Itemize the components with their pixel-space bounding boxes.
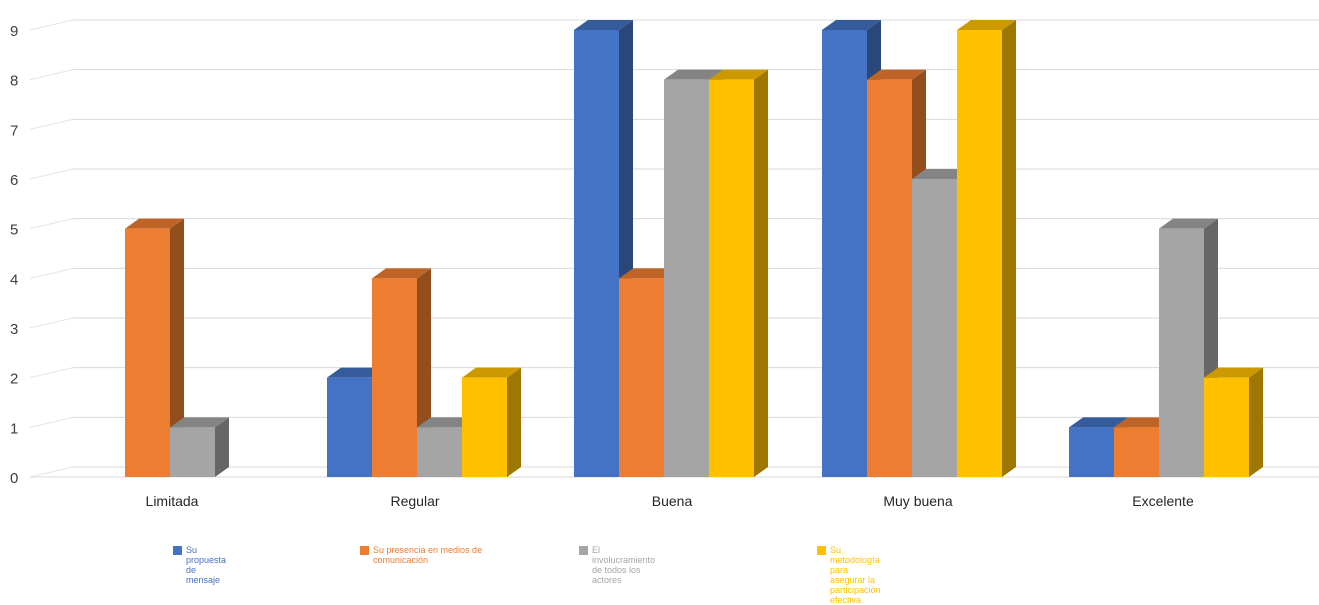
bar-side: [170, 218, 184, 477]
bar-side: [1002, 20, 1016, 477]
x-tick-label: Regular: [390, 493, 439, 509]
x-tick-label: Limitada: [146, 493, 199, 509]
y-tick-label: 4: [10, 271, 18, 288]
bar-front: [417, 427, 462, 477]
bar-side: [507, 367, 521, 477]
bars: [125, 20, 1263, 478]
bar-top: [1159, 218, 1218, 229]
bar-side: [754, 69, 768, 478]
y-tick-label: 7: [10, 122, 18, 139]
bar-top: [867, 69, 926, 80]
gridline-wall: [29, 317, 74, 329]
bar: [125, 218, 184, 477]
bar-top: [1114, 417, 1173, 428]
bar-front: [957, 30, 1002, 477]
bar-front: [709, 79, 754, 478]
x-tick-label: Buena: [652, 493, 693, 509]
gridline-wall: [29, 466, 74, 478]
gridline-wall: [29, 168, 74, 180]
bar-top: [912, 169, 971, 179]
bar-top: [619, 268, 678, 279]
legend: Su propuesta de mensaje Su presencia en …: [0, 544, 1319, 605]
y-tick-label: 1: [10, 420, 18, 437]
legend-label: Su presencia en medios de comunicación: [373, 545, 483, 565]
bar-top: [462, 367, 521, 378]
bar-front: [327, 377, 372, 477]
bar-top: [125, 218, 184, 229]
x-tick-label: Excelente: [1132, 493, 1194, 509]
bar-top: [664, 69, 723, 80]
gridline-wall: [29, 218, 74, 230]
y-tick-label: 0: [10, 470, 18, 487]
x-axis-ticks: Limitada Regular Buena Muy buena Excelente: [146, 493, 1194, 509]
bar: [417, 417, 476, 477]
y-tick-label: 2: [10, 371, 18, 388]
bar-top: [1069, 417, 1128, 428]
bar-front: [822, 30, 867, 477]
bar-front: [170, 427, 215, 477]
legend-swatch: [817, 546, 826, 555]
legend-label: Su metodología para asegurar la particip…: [830, 545, 881, 605]
bar-front: [1069, 427, 1114, 477]
bar-top: [170, 417, 229, 428]
bar-top: [957, 20, 1016, 30]
bar-front: [1114, 427, 1159, 477]
y-tick-label: 9: [10, 23, 18, 40]
legend-label: Su propuesta de mensaje: [186, 545, 227, 585]
bar: [709, 69, 768, 478]
bar: [170, 417, 229, 477]
bar-top: [709, 69, 768, 80]
bar-front: [1159, 228, 1204, 477]
bar-front: [912, 179, 957, 477]
legend-swatch: [173, 546, 182, 555]
bar-top: [1204, 367, 1263, 378]
gridline-wall: [29, 118, 74, 130]
bar: [957, 20, 1016, 477]
gridline-wall: [29, 416, 74, 428]
gridline-wall: [29, 69, 74, 81]
bar-front: [125, 228, 170, 477]
bar-chart: 0 1 2 3 4 5 6 7 8 9 Limitada Regular Buena Muy buena…: [10, 19, 1319, 509]
legend-swatch: [360, 546, 369, 555]
y-tick-label: 5: [10, 222, 18, 239]
bar-front: [619, 278, 664, 477]
y-tick-label: 6: [10, 172, 18, 189]
bar: [1204, 367, 1263, 477]
bar-top: [822, 20, 881, 30]
y-axis-ticks: 0 1 2 3 4 5 6 7 8 9: [10, 23, 18, 487]
bar-front: [462, 377, 507, 477]
gridline-wall: [29, 267, 74, 279]
bar-front: [867, 79, 912, 478]
bar-top: [417, 417, 476, 428]
y-tick-label: 3: [10, 321, 18, 338]
gridline-wall: [29, 367, 74, 379]
bar: [462, 367, 521, 477]
bar-top: [574, 20, 633, 30]
legend-label: El involucramiento de todos los actores: [592, 545, 656, 585]
x-tick-label: Muy buena: [883, 493, 952, 509]
legend-swatch: [579, 546, 588, 555]
bar-front: [664, 79, 709, 478]
bar-top: [327, 367, 386, 378]
y-tick-label: 8: [10, 73, 18, 90]
bar-front: [574, 30, 619, 477]
gridline-wall: [29, 19, 74, 31]
bar-side: [1249, 367, 1263, 477]
bar-top: [372, 268, 431, 279]
bar: [1159, 218, 1218, 477]
bar-front: [372, 278, 417, 477]
bar-side: [215, 417, 229, 477]
bar-front: [1204, 377, 1249, 477]
